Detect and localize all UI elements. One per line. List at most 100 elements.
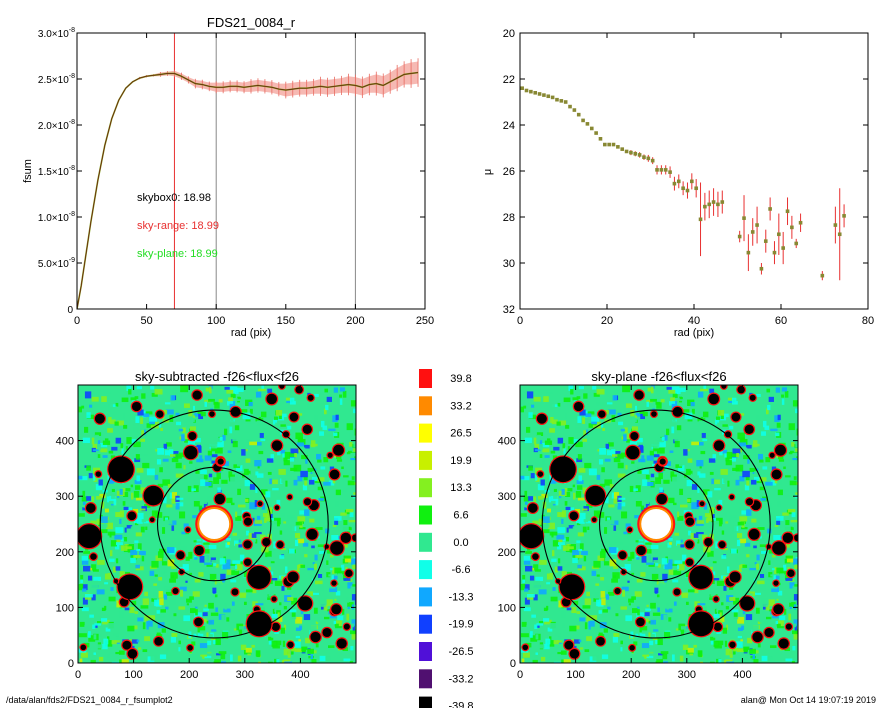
map-noise [721, 413, 729, 418]
map-noise [639, 410, 645, 414]
map-noise [164, 402, 171, 405]
map-noise [123, 536, 128, 542]
map-star [713, 440, 725, 451]
map-noise [579, 512, 586, 520]
map-noise [747, 637, 753, 644]
map-noise [594, 409, 597, 413]
map-noise [727, 480, 730, 487]
map-noise [310, 440, 316, 448]
map-noise [283, 659, 291, 663]
map-noise [588, 423, 597, 428]
map-noise [335, 626, 342, 629]
map-noise [670, 471, 675, 478]
map-noise [612, 636, 619, 643]
map-noise [347, 582, 353, 589]
map-noise [610, 598, 618, 606]
map-noise [81, 555, 89, 561]
map-noise [653, 446, 658, 452]
map-noise [120, 538, 125, 542]
map-noise [133, 490, 140, 498]
map-noise [572, 484, 575, 488]
map-noise [765, 457, 771, 463]
map-noise [575, 555, 583, 559]
map-noise [713, 640, 720, 647]
map-noise [108, 416, 112, 423]
map-star [303, 498, 312, 506]
map-noise [774, 480, 778, 484]
map-star [528, 503, 538, 513]
map-noise [679, 462, 683, 467]
map-star [559, 574, 585, 600]
map-noise [189, 488, 196, 492]
map-noise [343, 520, 348, 526]
map-noise [137, 617, 144, 622]
map-noise [302, 484, 308, 491]
map-xtick-label: 400 [291, 669, 309, 681]
map-noise [725, 460, 732, 466]
map-noise [785, 658, 793, 662]
map-noise [137, 409, 144, 416]
map-noise [703, 503, 708, 510]
map-noise [587, 526, 590, 531]
map-noise [324, 408, 327, 415]
map-noise [309, 479, 315, 485]
map-noise [690, 401, 695, 407]
map-noise [277, 495, 282, 499]
map-noise [205, 649, 212, 653]
map-noise [620, 647, 623, 652]
map-noise [741, 510, 746, 515]
map-noise [342, 574, 349, 580]
map-noise [608, 466, 611, 469]
map-noise [155, 601, 162, 607]
map-noise [759, 574, 765, 578]
map-noise [788, 477, 794, 483]
map-noise [647, 649, 654, 653]
map-noise [712, 561, 717, 564]
map-noise [635, 437, 643, 443]
map-noise [645, 481, 654, 487]
map-noise [332, 567, 336, 574]
map-noise [726, 566, 730, 573]
map-noise [215, 564, 219, 568]
map-noise [150, 425, 156, 428]
map-noise [131, 492, 134, 500]
map-noise [653, 442, 659, 449]
map-noise [346, 423, 353, 431]
map-noise [593, 392, 600, 397]
map-noise [542, 618, 550, 622]
map-noise [746, 593, 753, 596]
map-noise [520, 475, 525, 480]
map-noise [99, 529, 108, 534]
map-noise [235, 515, 242, 521]
map-noise [265, 517, 269, 521]
map-noise [89, 614, 94, 618]
fsum-ylabel: fsum [22, 159, 34, 183]
map-noise [645, 474, 650, 480]
map-noise [535, 576, 544, 582]
map-noise [776, 516, 784, 521]
map-noise [546, 582, 551, 585]
map-noise [282, 640, 286, 647]
map-noise [524, 490, 528, 497]
map-noise [78, 475, 83, 480]
map-noise [245, 458, 251, 463]
colorbar-label: 13.3 [450, 482, 471, 494]
map-noise [134, 396, 139, 400]
map-noise [149, 457, 153, 461]
map-noise [183, 403, 190, 408]
map-noise [615, 613, 619, 617]
map-noise [227, 542, 230, 545]
map-noise [311, 545, 315, 549]
map-noise [123, 424, 128, 429]
map-noise [778, 456, 784, 459]
map-noise [135, 564, 140, 569]
map-star [307, 394, 314, 401]
map-noise [539, 440, 543, 448]
map-noise [206, 495, 211, 503]
map-noise [141, 515, 147, 523]
map-noise [342, 647, 348, 652]
map-noise [274, 631, 279, 635]
colorbar-label: 26.5 [450, 428, 471, 440]
map-noise [777, 620, 785, 627]
